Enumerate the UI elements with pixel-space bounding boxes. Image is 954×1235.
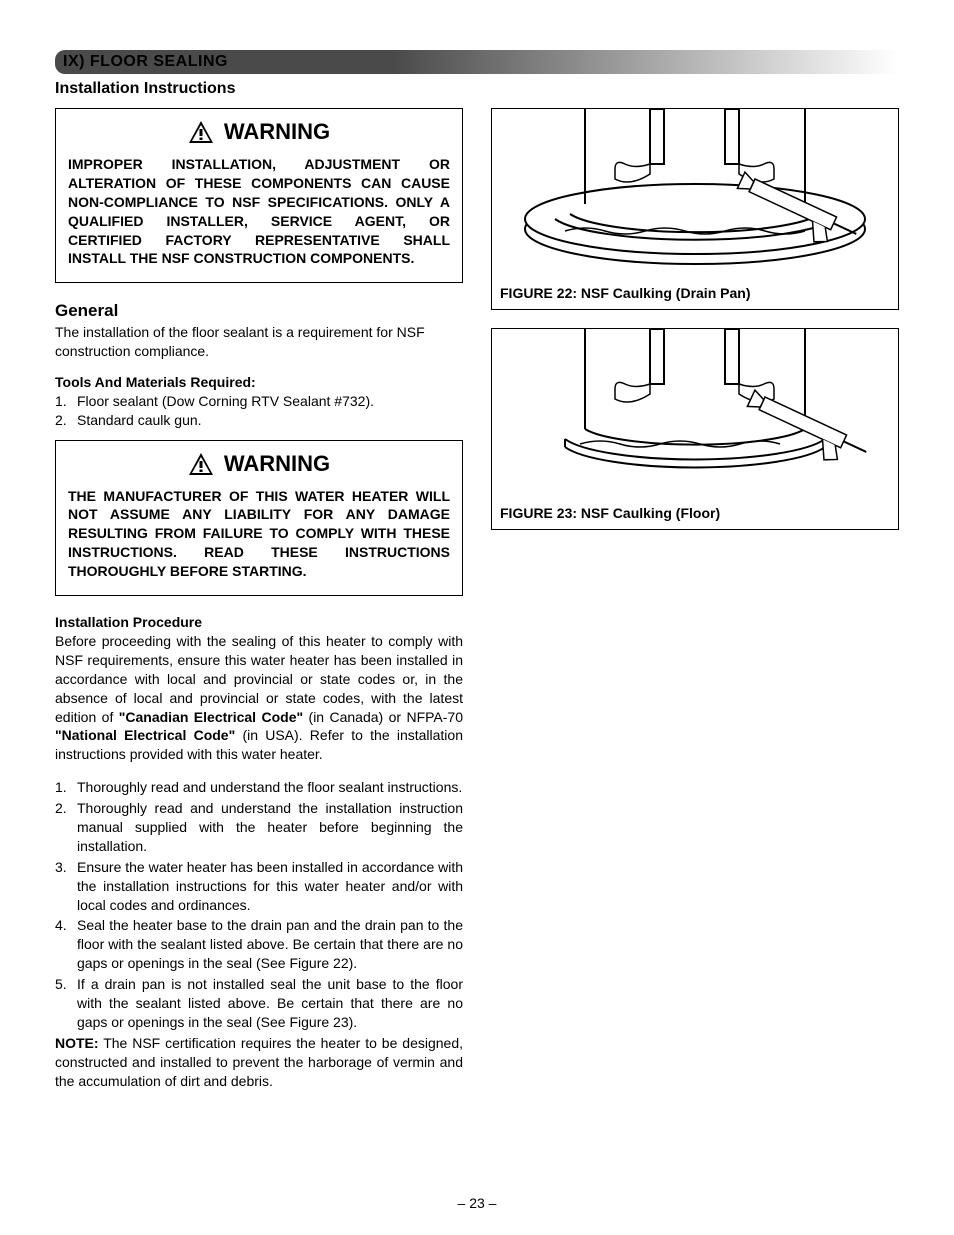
proc-intro-bold-1: "Canadian Electrical Code" xyxy=(119,709,303,725)
figure-22-box: FIGURE 22: NSF Caulking (Drain Pan) xyxy=(491,108,899,310)
step-text: Thoroughly read and understand the insta… xyxy=(77,799,463,856)
two-column-layout: WARNING IMPROPER INSTALLATION, ADJUSTMEN… xyxy=(55,108,899,1090)
note-body: The NSF certification requires the heate… xyxy=(55,1035,463,1089)
tools-list: 1. Floor sealant (Dow Corning RTV Sealan… xyxy=(55,392,463,430)
warning-text-2: THE MANUFACTURER OF THIS WATER HEATER WI… xyxy=(68,487,450,581)
warning-title-2: WARNING xyxy=(68,451,450,477)
procedure-step: 2. Thoroughly read and understand the in… xyxy=(55,799,463,856)
step-number: 5. xyxy=(55,975,77,1032)
warning-triangle-icon xyxy=(188,120,214,144)
tools-item-text: Standard caulk gun. xyxy=(77,411,202,430)
installation-instructions-subtitle: Installation Instructions xyxy=(55,80,899,98)
step-number: 3. xyxy=(55,858,77,915)
procedure-intro: Before proceeding with the sealing of th… xyxy=(55,632,463,764)
tools-item-number: 2. xyxy=(55,411,77,430)
warning-label-2: WARNING xyxy=(224,451,330,477)
procedure-step: 5. If a drain pan is not installed seal … xyxy=(55,975,463,1032)
warning-box-1: WARNING IMPROPER INSTALLATION, ADJUSTMEN… xyxy=(55,108,463,283)
tools-item: 1. Floor sealant (Dow Corning RTV Sealan… xyxy=(55,392,463,411)
procedure-step: 1. Thoroughly read and understand the fl… xyxy=(55,778,463,797)
tools-item-text: Floor sealant (Dow Corning RTV Sealant #… xyxy=(77,392,374,411)
page-number: – 23 – xyxy=(0,1195,954,1211)
step-text: Seal the heater base to the drain pan an… xyxy=(77,916,463,973)
procedure-step: 3. Ensure the water heater has been inst… xyxy=(55,858,463,915)
warning-box-2: WARNING THE MANUFACTURER OF THIS WATER H… xyxy=(55,440,463,596)
warning-text-1: IMPROPER INSTALLATION, ADJUSTMENT OR ALT… xyxy=(68,155,450,268)
warning-triangle-icon xyxy=(188,452,214,476)
right-column: FIGURE 22: NSF Caulking (Drain Pan) xyxy=(491,108,899,1090)
procedure-heading: Installation Procedure xyxy=(55,614,463,630)
tools-item: 2. Standard caulk gun. xyxy=(55,411,463,430)
procedure-list: 1. Thoroughly read and understand the fl… xyxy=(55,778,463,1032)
tools-heading: Tools And Materials Required: xyxy=(55,374,463,390)
step-text: Ensure the water heater has been install… xyxy=(77,858,463,915)
note-text: NOTE: The NSF certification requires the… xyxy=(55,1034,463,1091)
tools-item-number: 1. xyxy=(55,392,77,411)
step-text: Thoroughly read and understand the floor… xyxy=(77,778,463,797)
proc-intro-bold-2: "National Electrical Code" xyxy=(55,727,235,743)
left-column: WARNING IMPROPER INSTALLATION, ADJUSTMEN… xyxy=(55,108,463,1090)
figure-22-caption: FIGURE 22: NSF Caulking (Drain Pan) xyxy=(492,279,898,309)
step-text: If a drain pan is not installed seal the… xyxy=(77,975,463,1032)
warning-title-1: WARNING xyxy=(68,119,450,145)
step-number: 4. xyxy=(55,916,77,973)
step-number: 2. xyxy=(55,799,77,856)
figure-23-illustration xyxy=(492,329,898,499)
proc-intro-mid: (in Canada) or NFPA-70 xyxy=(303,709,463,725)
general-text: The installation of the floor sealant is… xyxy=(55,323,463,359)
section-header: IX) FLOOR SEALING xyxy=(55,50,899,74)
figure-22-illustration xyxy=(492,109,898,279)
procedure-step: 4. Seal the heater base to the drain pan… xyxy=(55,916,463,973)
step-number: 1. xyxy=(55,778,77,797)
note-label: NOTE: xyxy=(55,1035,99,1051)
figure-23-caption: FIGURE 23: NSF Caulking (Floor) xyxy=(492,499,898,529)
warning-label-1: WARNING xyxy=(224,119,330,145)
figure-23-box: FIGURE 23: NSF Caulking (Floor) xyxy=(491,328,899,530)
general-heading: General xyxy=(55,301,463,321)
